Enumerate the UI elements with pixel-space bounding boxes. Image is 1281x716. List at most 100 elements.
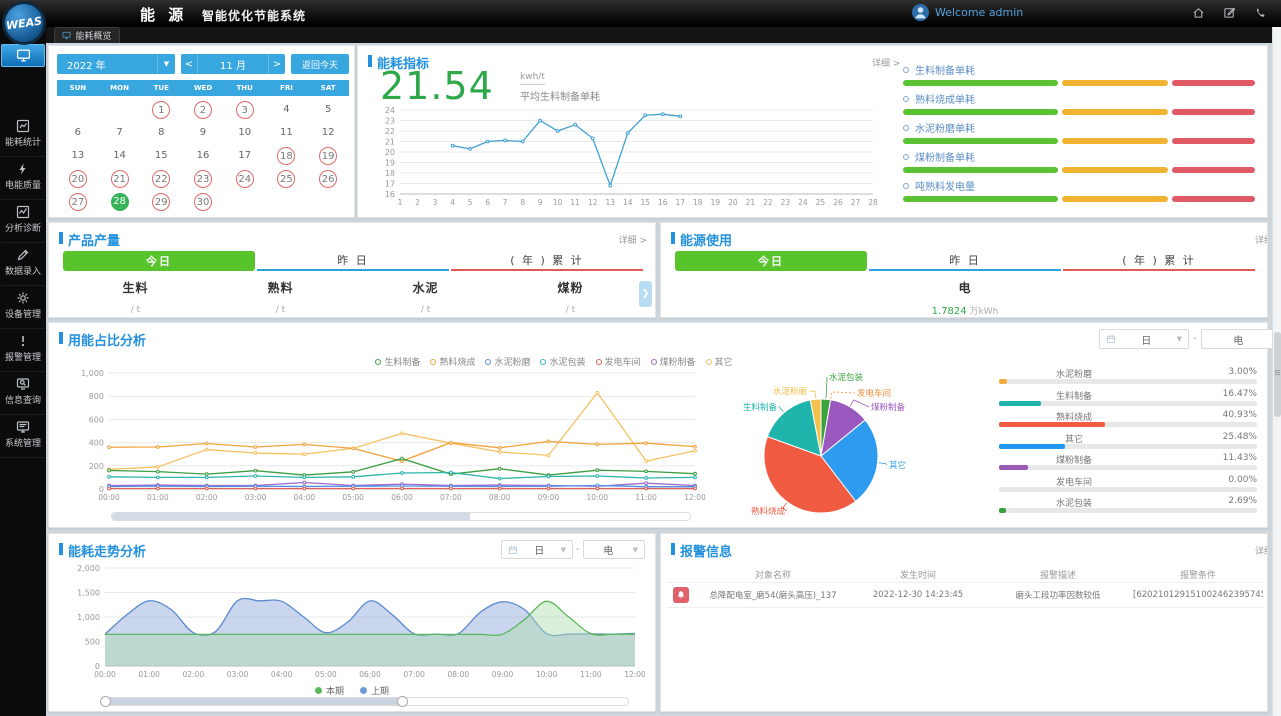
edit-icon[interactable] — [1223, 6, 1236, 19]
calendar-day[interactable]: 22 — [152, 170, 171, 189]
alarm-table-row[interactable]: 总降配电室_磨54(磨头高压)_137 2022-12-30 14:23:45 磨头… — [667, 582, 1263, 608]
calendar-day[interactable]: 9 — [199, 126, 207, 138]
period-tab-1[interactable]: 今日 — [63, 251, 255, 271]
legend-item[interactable]: 其它 — [705, 355, 733, 368]
detail-link[interactable]: 详细 > — [1255, 547, 1267, 557]
calendar-day[interactable]: 27 — [68, 193, 87, 212]
legend-item[interactable]: 发电车间 — [595, 355, 641, 368]
calendar-day[interactable]: 21 — [110, 170, 129, 189]
calendar-day[interactable]: 13 — [71, 149, 85, 161]
carousel-next-button[interactable]: ❯ — [639, 281, 652, 307]
detail-link[interactable]: 详细 > — [872, 59, 901, 69]
legend-item[interactable]: 煤粉制备 — [650, 355, 696, 368]
calendar-day[interactable]: 6 — [74, 126, 82, 138]
sidebar-item-4[interactable]: 数据录入 — [1, 244, 45, 286]
sidebar-item-1[interactable]: 能耗统计 — [1, 115, 45, 157]
calendar-day[interactable]: 7 — [116, 126, 123, 138]
period-tab-3[interactable]: ( 年 ) 累 计 — [1063, 251, 1255, 271]
indicator-row[interactable]: 吨熟料发电量 — [903, 178, 1255, 207]
sidebar-item-5[interactable]: 设备管理 — [1, 287, 45, 329]
calendar-day[interactable]: 20 — [68, 170, 87, 189]
sidebar-item-8[interactable]: 系统管理 — [1, 416, 45, 458]
calendar-day[interactable]: 1 — [152, 100, 171, 119]
period-select[interactable]: 日 ▼ — [501, 540, 573, 559]
calendar-day[interactable]: 30 — [193, 193, 212, 212]
next-month-button[interactable]: > — [268, 54, 285, 74]
calendar-day[interactable]: 2 — [193, 100, 212, 119]
calendar-day[interactable]: 10 — [238, 126, 252, 138]
back-to-today-button[interactable]: 返回今天 — [291, 54, 349, 74]
usage-stat-row[interactable]: 水泥粉磨 3.00% — [999, 367, 1257, 389]
calendar-day[interactable]: 17 — [238, 149, 252, 161]
usage-stat-row[interactable]: 发电车间 0.00% — [999, 475, 1257, 497]
indicator-row[interactable]: 水泥粉磨单耗 — [903, 120, 1255, 149]
calendar-day-cell: 2 — [182, 98, 224, 121]
indicator-row[interactable]: 熟料烧成单耗 — [903, 91, 1255, 120]
sidebar-item-active-overview[interactable] — [1, 44, 45, 67]
scrollbar-thumb[interactable] — [1274, 332, 1281, 417]
period-tab-2[interactable]: 昨 日 — [869, 251, 1061, 271]
stat-bar-track — [999, 508, 1257, 513]
indicator-row[interactable]: 生料制备单耗 — [903, 62, 1255, 91]
calendar-day[interactable]: 26 — [319, 170, 338, 189]
calendar-day[interactable]: 11 — [280, 126, 293, 138]
type-select[interactable]: 电▼ — [583, 540, 645, 559]
calendar-day[interactable]: 15 — [154, 149, 168, 161]
calendar-day[interactable]: 3 — [235, 100, 254, 119]
metric-value: / t — [275, 305, 286, 315]
vertical-scrollbar[interactable] — [1272, 27, 1281, 716]
detail-link[interactable]: 详细 > — [618, 236, 647, 246]
usage-stat-row[interactable]: 煤粉制备 11.43% — [999, 453, 1257, 475]
calendar-grid: 1 2 3 4 5 6 7 8 9 10 11 12 13 14 15 16 17 18 19 20 21 22 23 24 2… — [57, 98, 349, 214]
calendar-day[interactable]: 16 — [196, 149, 210, 161]
calendar-day[interactable]: 19 — [319, 146, 338, 165]
legend-item[interactable]: 熟料烧成 — [430, 355, 475, 368]
datazoom-slider[interactable] — [111, 512, 691, 521]
legend-item[interactable]: 水泥包装 — [540, 355, 586, 368]
legend-item[interactable]: 水泥粉磨 — [485, 355, 530, 368]
calendar-day[interactable]: 25 — [277, 170, 296, 189]
period-tab-2[interactable]: 昨 日 — [257, 251, 449, 271]
sidebar-item-2[interactable]: 电能质量 — [1, 158, 45, 200]
calendar-day-cell: 24 — [224, 168, 266, 191]
calendar-day[interactable]: 28 — [110, 193, 129, 212]
phone-icon[interactable] — [1254, 6, 1267, 19]
metric-value: / t — [565, 305, 576, 315]
svg-text:06:00: 06:00 — [359, 670, 381, 679]
detail-link[interactable]: 详细 > — [1255, 236, 1267, 246]
indicator-row[interactable]: 煤粉制备单耗 — [903, 149, 1255, 178]
slider-handle-right[interactable] — [397, 696, 409, 707]
home-icon[interactable] — [1192, 6, 1205, 19]
sidebar-item-3[interactable]: 分析诊断 — [1, 201, 45, 243]
calendar-day[interactable]: 4 — [283, 103, 290, 115]
usage-stat-row[interactable]: 其它 25.48% — [999, 432, 1257, 454]
calendar-day[interactable]: 18 — [277, 146, 296, 165]
sidebar-item-7[interactable]: 信息查询 — [1, 373, 45, 415]
legend-item[interactable]: 生料制备 — [375, 355, 420, 368]
calendar-day[interactable]: 24 — [235, 170, 254, 189]
type-select[interactable]: 电▼ — [1201, 329, 1281, 349]
calendar-day[interactable]: 23 — [193, 170, 212, 189]
prev-month-button[interactable]: < — [181, 54, 198, 74]
usage-stat-row[interactable]: 生料制备 16.47% — [999, 389, 1257, 411]
calendar-day-cell: 23 — [182, 168, 224, 191]
datazoom-slider[interactable] — [100, 696, 629, 707]
sidebar-item-6[interactable]: 报警管理 — [1, 330, 45, 372]
calendar-day[interactable]: 14 — [113, 149, 126, 161]
period-tab-1[interactable]: 今日 — [675, 251, 867, 271]
calendar-day[interactable]: 29 — [152, 193, 171, 212]
calendar-day[interactable]: 12 — [321, 126, 335, 138]
calendar-day[interactable]: 8 — [158, 126, 165, 138]
svg-text:21: 21 — [746, 198, 756, 207]
tab-energy-overview[interactable]: 能耗概览 — [54, 27, 120, 43]
legend-item[interactable]: 本期 — [314, 684, 344, 697]
user-welcome[interactable]: Welcome admin — [912, 4, 1023, 21]
period-select[interactable]: 日 ▼ — [1099, 329, 1189, 349]
usage-stat-row[interactable]: 熟料烧成 40.93% — [999, 410, 1257, 432]
period-tab-3[interactable]: ( 年 ) 累 计 — [451, 251, 643, 271]
year-select[interactable]: 2022 年 ▼ — [57, 54, 175, 74]
usage-stat-row[interactable]: 水泥包装 2.69% — [999, 496, 1257, 518]
slider-handle-left[interactable] — [100, 696, 111, 707]
calendar-day[interactable]: 5 — [324, 103, 332, 115]
legend-item[interactable]: 上期 — [360, 684, 389, 697]
